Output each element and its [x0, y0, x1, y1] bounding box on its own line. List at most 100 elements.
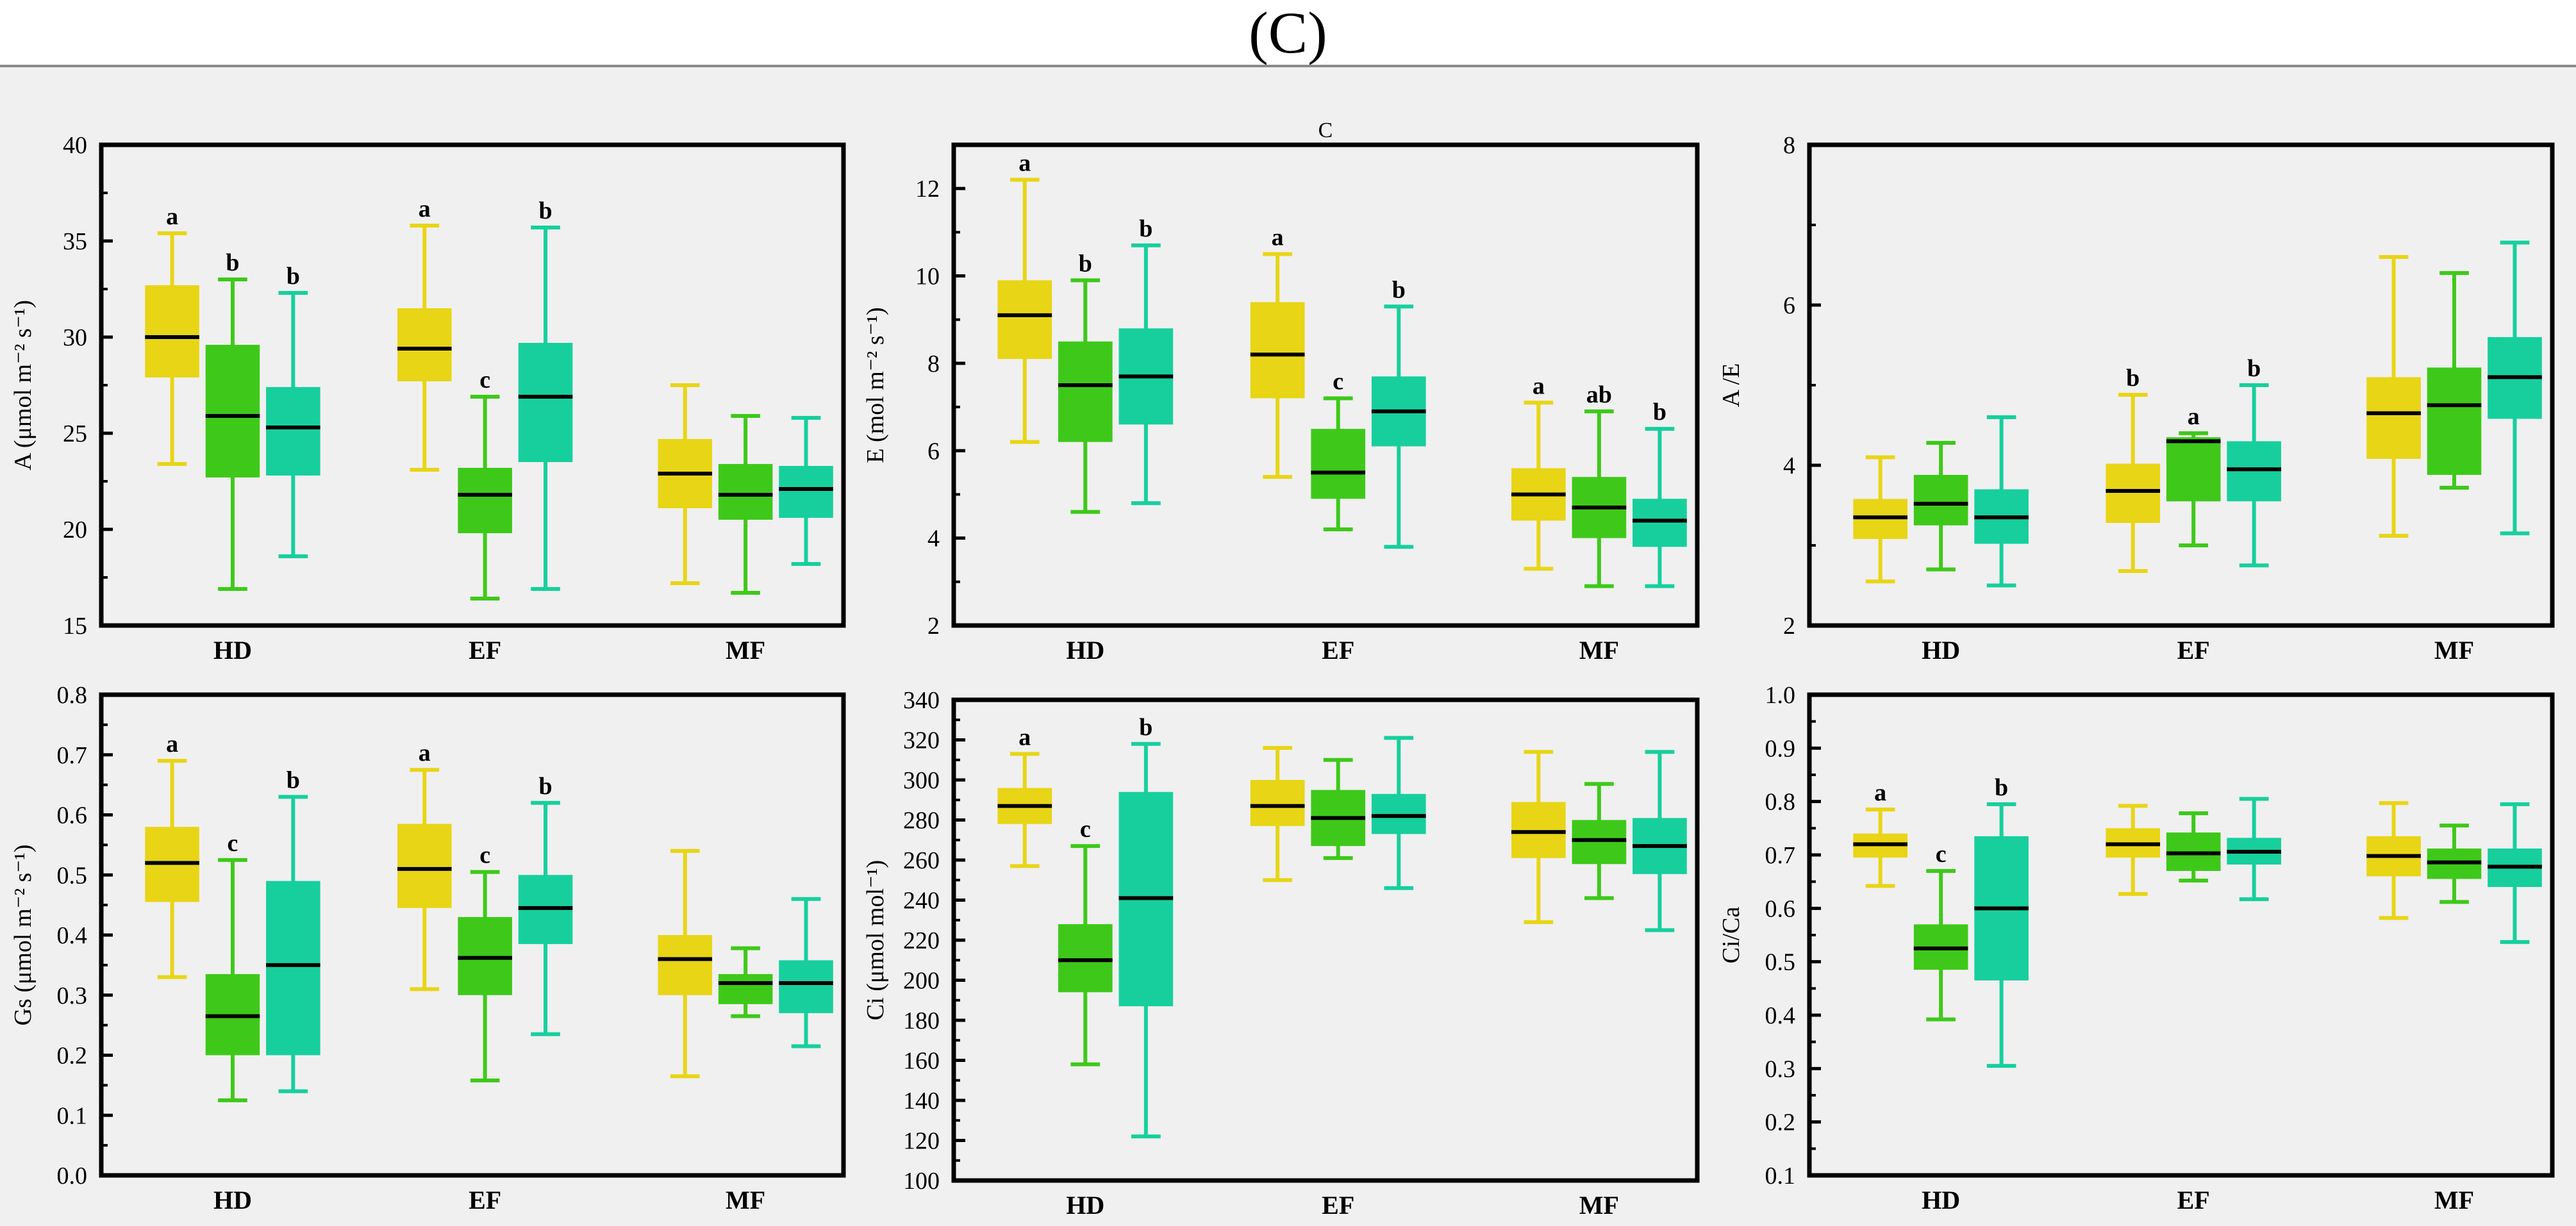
box-iqr: [997, 280, 1052, 360]
box-iqr: [2106, 463, 2161, 523]
y-tick-label: 340: [903, 687, 940, 714]
significance-letter: a: [1272, 224, 1284, 251]
significance-letter: b: [1139, 215, 1152, 242]
y-tick-label: 4: [1783, 452, 1795, 479]
significance-letter: b: [2247, 355, 2261, 382]
y-tick-label: 100: [903, 1168, 940, 1195]
box-iqr: [2166, 437, 2221, 502]
y-tick-label: 0.2: [1765, 1109, 1796, 1136]
box-iqr: [205, 345, 260, 477]
x-tick-label: MF: [2434, 1186, 2474, 1214]
y-axis-label: A (μmol m⁻² s⁻¹): [10, 300, 37, 470]
significance-letter: a: [1533, 372, 1545, 399]
y-tick-label: 0.6: [1765, 895, 1796, 922]
box-iqr: [1250, 302, 1305, 399]
significance-letter: b: [2126, 365, 2140, 392]
y-tick-label: 6: [927, 438, 940, 465]
y-axis-label: A /E: [1718, 363, 1745, 408]
x-tick-label: HD: [1066, 636, 1104, 665]
chart-panel-ci-ca: 0.1 0.2 0.3 0.4 0.5 0.6 0.7 0.8 0.9 1.0 Ci/Ca HD a c b…: [1718, 682, 2555, 1214]
box-iqr: [458, 468, 512, 533]
significance-letter: a: [1874, 779, 1886, 806]
y-tick-label: 0.6: [57, 802, 88, 829]
box-iqr: [266, 881, 320, 1056]
y-tick-label: 35: [63, 228, 87, 255]
significance-letter: b: [538, 773, 552, 800]
box-iqr: [1311, 429, 1366, 499]
significance-letter: b: [287, 263, 300, 290]
box-iqr: [1913, 475, 1968, 526]
y-tick-label: 40: [63, 132, 87, 159]
y-tick-label: 0.4: [57, 922, 88, 949]
y-tick-label: 8: [1783, 132, 1795, 159]
y-tick-label: 25: [63, 420, 87, 447]
y-tick-label: 0.7: [57, 742, 88, 769]
figure-title: (C): [1249, 0, 1327, 65]
y-tick-label: 220: [903, 927, 940, 954]
significance-letter: a: [1018, 150, 1031, 177]
x-tick-label: HD: [213, 636, 252, 665]
y-tick-label: 15: [63, 613, 87, 640]
significance-letter: c: [479, 367, 490, 393]
box-iqr: [1633, 499, 1687, 547]
y-tick-label: 10: [915, 263, 940, 290]
significance-letter: c: [1936, 841, 1947, 868]
significance-letter: b: [1139, 714, 1152, 741]
significance-letter: a: [166, 203, 178, 230]
chart-panel-a-e: 2 4 6 8 A /E HD EF b a b MF: [1718, 132, 2555, 665]
y-tick-label: 0.0: [57, 1163, 88, 1189]
y-tick-label: 280: [903, 808, 940, 834]
box-iqr: [2227, 441, 2281, 502]
x-tick-label: MF: [1579, 636, 1619, 665]
y-tick-label: 200: [903, 968, 940, 995]
y-tick-label: 260: [903, 847, 940, 874]
y-tick-label: 0.5: [57, 862, 88, 889]
chart-panel-a: 15 20 25 30 35 40 A (μmol m⁻² s⁻¹) HD a b b EF a c b MF: [10, 132, 846, 665]
y-tick-label: 240: [903, 888, 940, 915]
y-tick-label: 120: [903, 1128, 940, 1155]
y-axis-label: Gs (μmol m⁻² s⁻¹): [10, 845, 37, 1026]
significance-letter: b: [1392, 276, 1406, 303]
y-tick-label: 4: [927, 526, 940, 552]
box-iqr: [1058, 924, 1113, 993]
box-iqr: [2366, 377, 2421, 459]
y-tick-label: 300: [903, 767, 940, 794]
x-tick-label: HD: [1922, 1186, 1960, 1214]
y-tick-label: 0.8: [57, 682, 88, 709]
x-tick-label: EF: [469, 636, 501, 665]
significance-letter: a: [2188, 403, 2200, 430]
plot-frame: [951, 142, 1700, 628]
y-tick-label: 0.3: [57, 982, 88, 1009]
x-tick-label: MF: [1579, 1191, 1619, 1220]
y-tick-label: 320: [903, 727, 940, 754]
significance-letter: b: [538, 197, 552, 224]
y-tick-label: 0.4: [1765, 1002, 1796, 1029]
y-tick-label: 20: [63, 517, 87, 543]
box-iqr: [779, 466, 833, 518]
x-tick-label: EF: [469, 1186, 501, 1214]
x-tick-label: EF: [1322, 636, 1354, 665]
x-tick-label: MF: [726, 636, 765, 665]
y-axis-label: Ci/Ca: [1718, 907, 1745, 964]
y-tick-label: 0.5: [1765, 949, 1796, 976]
y-tick-label: 160: [903, 1048, 940, 1075]
significance-letter: ab: [1586, 381, 1612, 408]
significance-letter: a: [419, 740, 431, 766]
box-iqr: [779, 960, 833, 1013]
y-tick-label: 1.0: [1765, 682, 1796, 709]
y-axis-label: Ci (μmol mol⁻¹): [862, 860, 889, 1020]
significance-letter: c: [479, 842, 490, 869]
chart-panel-ci: 100 120 140 160 180 200 220 240 260 280 300 320 340 C…: [862, 687, 1700, 1220]
y-tick-label: 0.1: [57, 1102, 88, 1129]
y-tick-label: 30: [63, 324, 87, 351]
y-tick-label: 8: [927, 351, 940, 377]
box-iqr: [1058, 341, 1113, 442]
y-tick-label: 0.7: [1765, 842, 1796, 869]
x-tick-label: EF: [2177, 1186, 2210, 1214]
x-tick-label: HD: [1922, 636, 1960, 665]
y-tick-label: 180: [903, 1007, 940, 1034]
box-iqr: [658, 935, 713, 995]
y-tick-label: 2: [1783, 613, 1795, 640]
